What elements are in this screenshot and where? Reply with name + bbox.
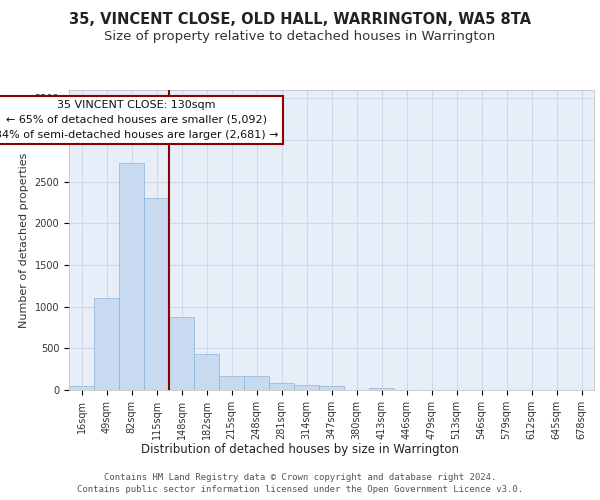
Bar [194,354,219,390]
Bar [319,386,344,390]
Bar [369,388,394,390]
Text: Distribution of detached houses by size in Warrington: Distribution of detached houses by size … [141,442,459,456]
Bar [144,198,169,390]
Bar [69,386,94,390]
Text: Size of property relative to detached houses in Warrington: Size of property relative to detached ho… [104,30,496,43]
Text: Contains HM Land Registry data © Crown copyright and database right 2024.
Contai: Contains HM Land Registry data © Crown c… [77,472,523,494]
Bar [94,298,119,390]
Text: 35, VINCENT CLOSE, OLD HALL, WARRINGTON, WA5 8TA: 35, VINCENT CLOSE, OLD HALL, WARRINGTON,… [69,12,531,28]
Bar [169,316,194,390]
Text: 35 VINCENT CLOSE: 130sqm
← 65% of detached houses are smaller (5,092)
34% of sem: 35 VINCENT CLOSE: 130sqm ← 65% of detach… [0,100,278,140]
Bar [219,376,244,390]
Bar [119,162,144,390]
Bar [244,376,269,390]
Y-axis label: Number of detached properties: Number of detached properties [19,152,29,328]
Bar [294,385,319,390]
Bar [269,382,294,390]
